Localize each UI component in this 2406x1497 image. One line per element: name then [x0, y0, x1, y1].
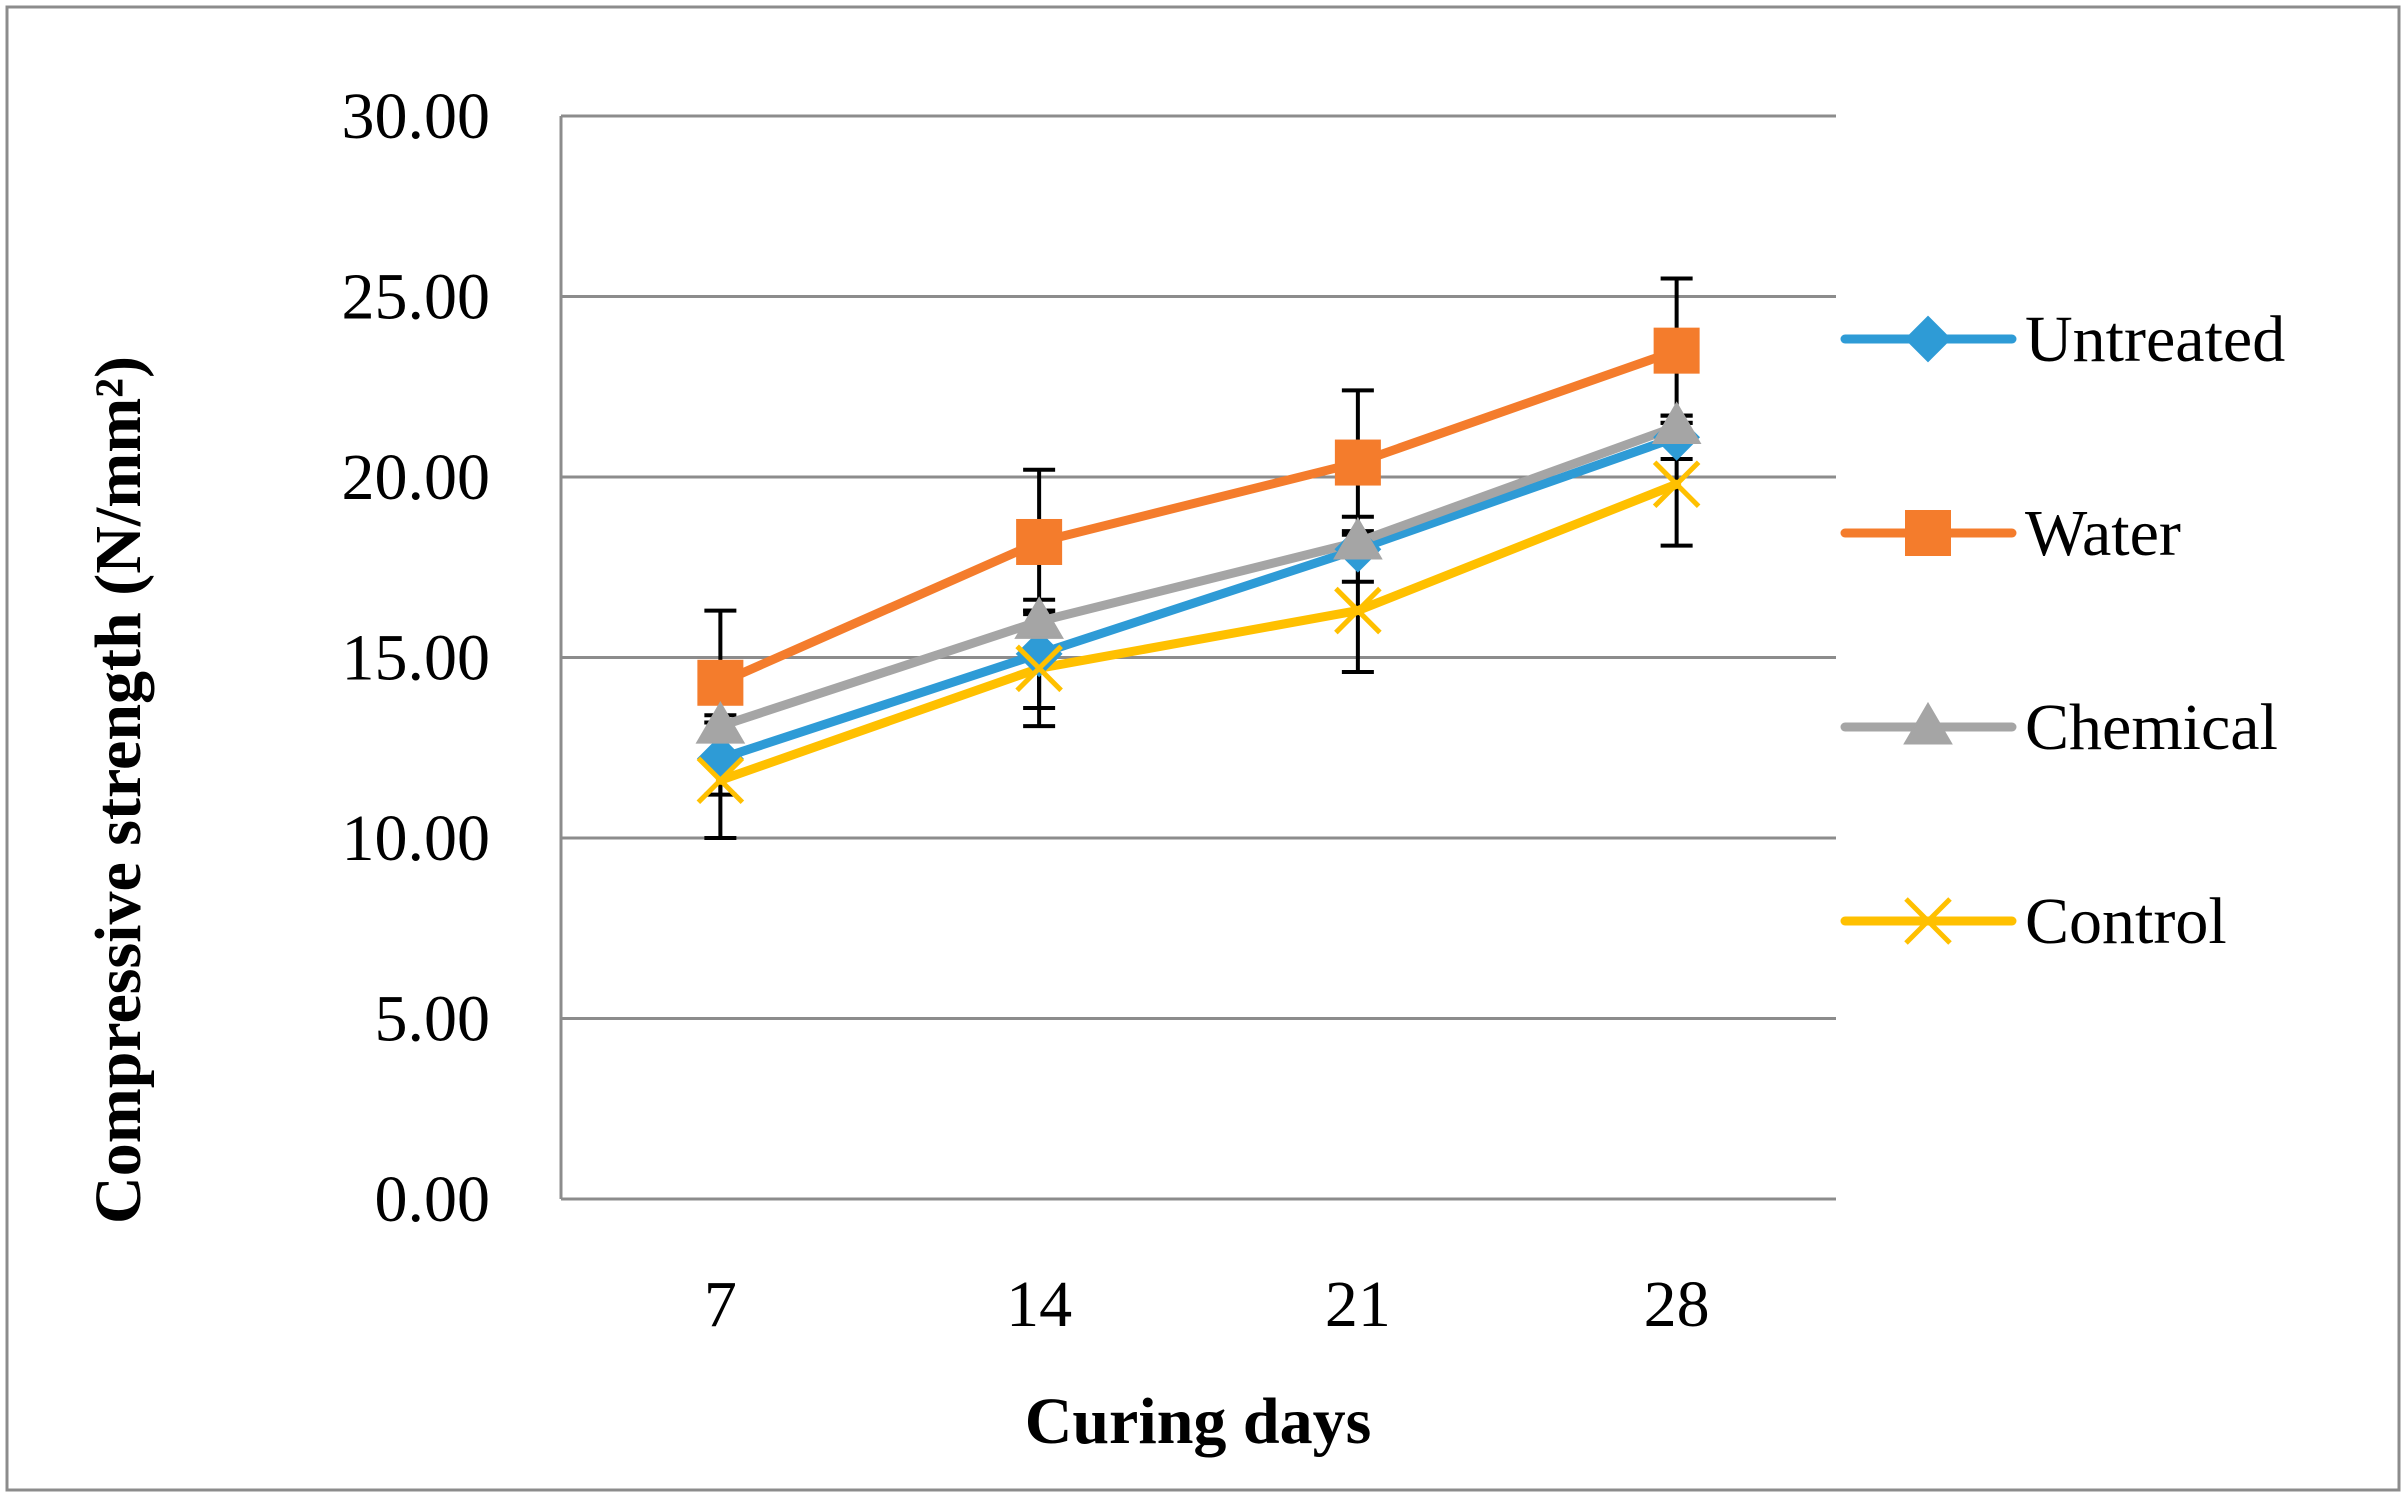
chart-border: [5, 5, 2401, 1492]
data-point-untreated: [1015, 630, 1063, 678]
data-point-water: [1334, 439, 1381, 486]
data-point-water: [697, 659, 744, 706]
x-tick-label: 28: [1644, 1268, 1710, 1341]
legend-label: Water: [2025, 497, 2181, 570]
legend-marker-control: [1904, 897, 1952, 945]
data-point-control: [1334, 586, 1382, 635]
data-point-control: [696, 756, 745, 805]
gridlines: [559, 114, 1836, 1201]
series-line-untreated: [715, 432, 1682, 764]
legend-marker-untreated: [1904, 315, 1952, 363]
legend-item-untreated: Untreated: [1840, 303, 2285, 376]
data-point-water: [1016, 518, 1063, 565]
y-tick-label: 25.00: [342, 261, 491, 334]
y-axis-title: Compressive strength (N/mm²): [82, 356, 155, 1224]
series-lines: [715, 346, 1682, 785]
legend-label: Control: [2025, 885, 2227, 958]
x-tick-label: 14: [1006, 1268, 1072, 1341]
y-tick-label: 20.00: [342, 441, 491, 514]
series-markers: [695, 327, 1702, 805]
data-point-chemical: [1014, 596, 1064, 639]
x-tick-label: 21: [1325, 1268, 1391, 1341]
legend: Untreated Water Chemical Control: [1840, 303, 2285, 958]
legend-item-chemical: Chemical: [1840, 691, 2278, 764]
y-tick-label: 5.00: [375, 983, 491, 1056]
series-line-control: [715, 479, 1682, 785]
data-point-chemical: [1333, 516, 1383, 560]
data-point-control: [1652, 460, 1701, 508]
y-axis-ticks: 0.00 5.00 10.00 15.00 20.00 25.00 30.00: [342, 80, 491, 1236]
y-tick-label: 30.00: [342, 80, 491, 153]
y-tick-label: 10.00: [342, 802, 491, 875]
legend-marker-water: [1905, 510, 1951, 556]
x-axis-title: Curing days: [1025, 1385, 1372, 1458]
data-point-water: [1653, 327, 1700, 374]
data-point-chemical: [1651, 401, 1702, 444]
legend-label: Untreated: [2025, 303, 2285, 376]
legend-item-water: Water: [1840, 497, 2181, 570]
series-line-water: [715, 346, 1682, 688]
data-point-control: [1015, 644, 1063, 693]
legend-item-control: Control: [1840, 885, 2227, 958]
y-tick-label: 15.00: [342, 622, 491, 695]
x-tick-label: 7: [704, 1268, 737, 1341]
y-tick-label: 0.00: [375, 1163, 491, 1236]
legend-label: Chemical: [2025, 691, 2278, 764]
series-line-chemical: [715, 421, 1682, 731]
x-axis-ticks: 7 14 21 28: [704, 1268, 1710, 1341]
legend-marker-chemical: [1903, 701, 1953, 745]
data-point-chemical: [695, 701, 746, 744]
